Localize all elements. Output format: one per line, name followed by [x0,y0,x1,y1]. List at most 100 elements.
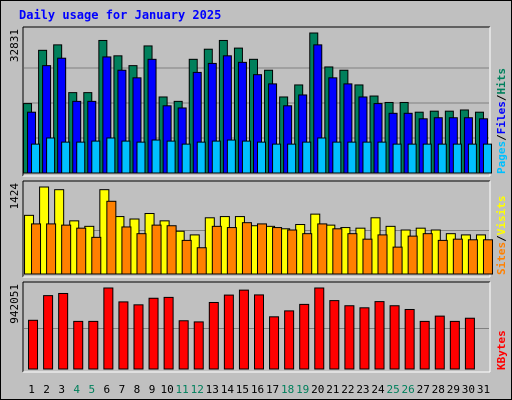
bar-pages [211,140,221,174]
bar-pages [422,143,432,174]
bar-sites [362,238,373,275]
bar-kbytes [329,300,340,370]
x-tick-label: 18 [281,383,294,396]
bar-sites [392,246,403,275]
bar-sites [482,239,493,275]
bar-sites [181,239,192,275]
x-tick-label: 10 [160,383,173,396]
bar-kbytes [223,294,234,370]
bar-pages [332,141,342,174]
x-tick-label: 16 [251,383,264,396]
bar-sites [272,227,283,275]
panel-visits-sites: 1424 Sites/Visits [8,180,508,278]
bar-pages [31,143,41,174]
x-tick-label: 1 [28,383,35,396]
x-tick-label: 8 [134,383,141,396]
bar-sites [226,227,237,275]
bar-pages [257,141,266,174]
bar-kbytes [208,301,219,370]
bar-kbytes [269,316,280,370]
bar-kbytes [238,289,249,370]
bar-sites [317,223,328,275]
bar-kbytes [163,296,174,370]
x-tick-label: 12 [191,383,204,396]
legend: Pages/Files/Hits [495,68,508,174]
x-tick-label: 29 [447,383,460,396]
x-tick-label: 17 [266,383,279,396]
bar-sites [422,233,433,275]
x-tick-label: 4 [73,383,80,396]
bar-pages [407,143,417,174]
x-tick-label: 14 [221,383,235,396]
bar-sites [287,229,298,275]
bar-pages [272,143,282,174]
panel-kbytes: 942051 KBytes [8,281,508,373]
bar-kbytes [148,297,159,370]
bar-kbytes [193,321,204,370]
x-tick-label: 7 [119,383,126,396]
x-tick-label: 24 [371,383,385,396]
x-tick-label: 11 [176,383,189,396]
chart-title: Daily usage for January 2025 [19,8,221,22]
bar-pages [392,143,402,174]
bar-pages [437,143,447,174]
legend-entry: KBytes [495,330,508,370]
bar-sites [166,225,177,275]
bar-kbytes [359,307,370,370]
bar-sites [106,200,117,275]
bar-kbytes [133,304,144,370]
legend: Sites/Visits [495,196,508,276]
series-pages [31,137,492,174]
bar-pages [362,141,372,174]
bar-kbytes [404,308,415,370]
bar-kbytes [43,295,54,370]
legend-entry: Pages [495,141,508,174]
chart-panels: 32831Pages/Files/Hits1424Sites/Visits942… [8,26,508,373]
bar-pages [196,141,206,174]
legend: KBytes [495,330,508,370]
bar-sites [136,233,147,275]
bar-kbytes [88,320,99,370]
bar-pages [61,141,71,174]
bar-kbytes [28,319,39,370]
bar-kbytes [344,305,355,370]
x-tick-label: 19 [296,383,309,396]
x-tick-label: 26 [402,383,415,396]
x-tick-label: 30 [462,383,475,396]
bar-sites [91,236,102,275]
bar-sites [196,247,207,275]
bar-sites [467,239,478,275]
x-tick-label: 5 [88,383,95,396]
bar-sites [121,226,132,275]
bar-kbytes [73,320,84,370]
legend-entry: / [495,94,508,101]
x-tick-label: 3 [58,383,65,396]
x-tick-label: 9 [149,383,156,396]
bar-kbytes [419,320,430,370]
bar-pages [302,141,312,174]
bar-pages [46,137,56,174]
bar-sites [211,225,222,275]
bar-kbytes [464,317,475,370]
bar-pages [377,141,387,174]
x-tick-label: 2 [43,383,50,396]
bar-kbytes [449,320,460,370]
bar-sites [302,233,313,275]
bar-kbytes [284,310,295,370]
series-sites [31,200,493,275]
bar-pages [317,137,327,174]
bar-sites [61,224,72,275]
legend-entry: / [495,235,508,242]
bar-sites [257,223,267,275]
x-tick-label: 6 [104,383,111,396]
bar-kbytes [178,320,189,370]
bar-kbytes [58,292,69,370]
bar-kbytes [389,305,400,370]
bar-pages [181,143,191,174]
bar-kbytes [374,301,385,370]
legend-entry: Files [495,101,508,134]
x-tick-label: 31 [477,383,490,396]
